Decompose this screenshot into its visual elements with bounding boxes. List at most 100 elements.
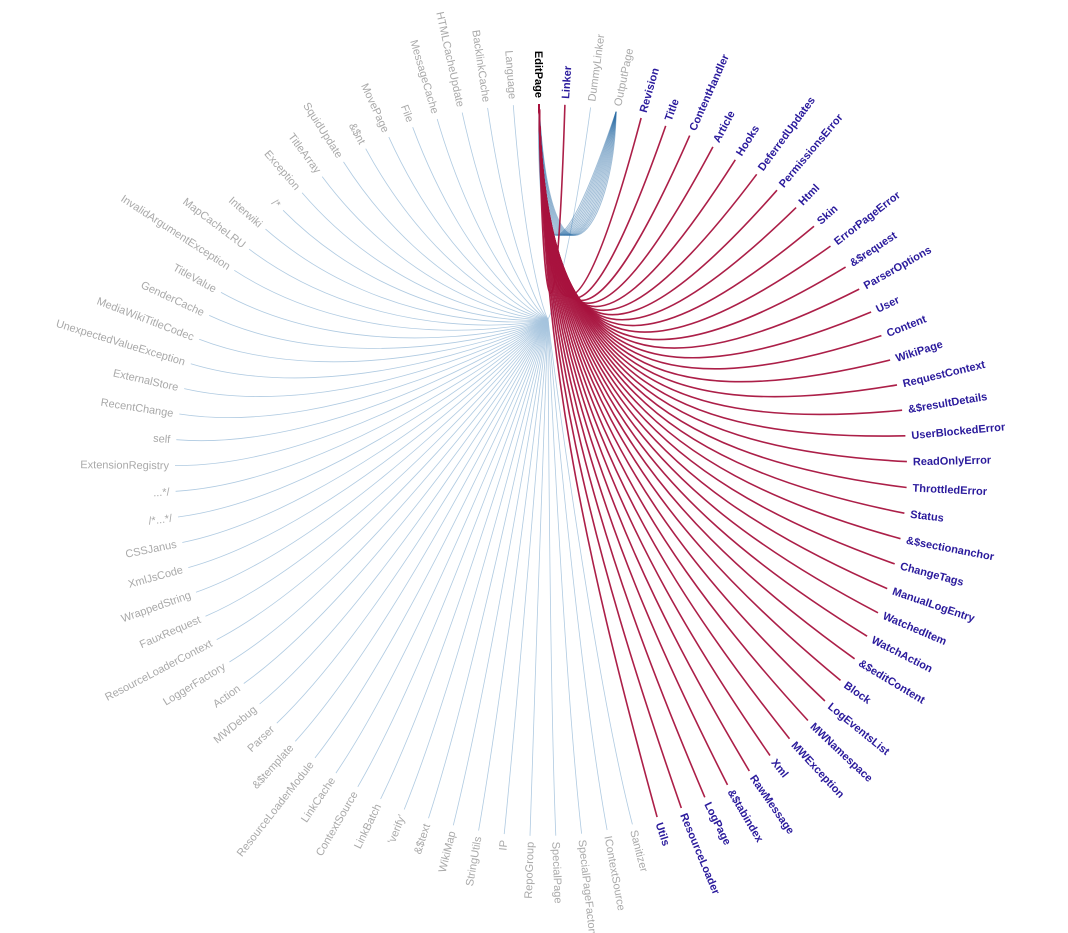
edge-outgoing-readonlyerror	[538, 103, 907, 463]
node-label-titlearray[interactable]: TitleArray	[285, 131, 323, 176]
node-label-action[interactable]: Action	[211, 683, 243, 711]
node-label-sanitizer[interactable]: Sanitizer	[627, 829, 649, 874]
node-label-recentchange[interactable]: RecentChange	[100, 397, 174, 420]
node-label-article[interactable]: Article	[711, 109, 738, 145]
edge-htmlcacheupdate	[461, 112, 549, 319]
node-label-specialpagefactory[interactable]: SpecialPageFactory	[575, 839, 598, 933]
node-label-exception[interactable]: Exception	[261, 148, 302, 192]
edge-symbol	[177, 317, 549, 518]
node-label-icontextsource[interactable]: IContextSource	[601, 835, 627, 912]
edge-wikimap	[452, 317, 549, 826]
node-label-htmlcacheupdate[interactable]: HTMLCacheUpdate	[433, 11, 466, 109]
node-label-userblockederror[interactable]: UserBlockedError	[911, 421, 1007, 442]
node-label-symbol[interactable]: /*...*/	[148, 513, 174, 528]
node-label-block[interactable]: Block	[841, 680, 873, 708]
node-label-file[interactable]: File	[398, 103, 415, 124]
node-label-title[interactable]: Title	[663, 97, 682, 122]
node-label-xmljscode[interactable]: XmlJsCode	[127, 564, 184, 591]
node-label-linkcache[interactable]: LinkCache	[299, 775, 338, 825]
node-label-user[interactable]: User	[874, 294, 902, 316]
node-label-readonlyerror[interactable]: ReadOnlyError	[913, 455, 992, 469]
node-label-throttlederror[interactable]: ThrottledError	[912, 483, 988, 499]
edge-linkcache	[335, 317, 549, 774]
node-label-linker[interactable]: Linker	[560, 65, 574, 99]
node-label-html[interactable]: Html	[797, 182, 823, 208]
edge-wrappedstring	[195, 317, 549, 593]
edge-specialpage	[547, 317, 557, 836]
edge-xmljscode	[188, 317, 549, 568]
node-label-messagecache[interactable]: MessageCache	[407, 39, 440, 116]
node-label-movepage[interactable]: MovePage	[358, 82, 391, 135]
node-label-skin[interactable]: Skin	[815, 203, 841, 228]
edge-resourceloadercontext	[216, 317, 549, 640]
node-label-editpage[interactable]: EditPage	[532, 51, 544, 98]
node-label-content[interactable]: Content	[885, 313, 928, 340]
node-label-wrappedstring[interactable]: WrappedString	[120, 589, 193, 625]
edge-incoming-outputpage	[538, 103, 617, 236]
node-label-wikipage[interactable]: WikiPage	[894, 339, 944, 365]
edge-contextsource	[357, 317, 549, 788]
node-label-xml[interactable]: Xml	[768, 757, 790, 780]
edge-loggerfactory	[229, 317, 549, 663]
edge-incoming-outputpage	[538, 103, 617, 236]
node-label-text[interactable]: &$text	[412, 822, 433, 855]
node-label-language[interactable]: Language	[502, 50, 518, 100]
edge-externalstore	[184, 317, 549, 397]
edge-extensionregistry	[174, 317, 549, 466]
node-label-parser[interactable]: Parser	[245, 723, 277, 754]
edge-ip	[503, 317, 549, 835]
node-label-verify[interactable]: 'verify'	[386, 813, 409, 846]
edge-symbol	[282, 210, 549, 321]
node-label-symbol[interactable]: ...*/	[153, 486, 171, 499]
node-label-sectionanchor[interactable]: &$sectionanchor	[905, 535, 996, 564]
node-label-linkbatch[interactable]: LinkBatch	[352, 802, 384, 851]
node-label-revision[interactable]: Revision	[638, 66, 662, 114]
node-label-resourceloadercontext[interactable]: ResourceLoaderContext	[103, 638, 214, 704]
node-label-dummylinker[interactable]: DummyLinker	[586, 33, 607, 102]
node-label-utils[interactable]: Utils	[653, 821, 672, 847]
node-label-extensionregistry[interactable]: ExtensionRegistry	[80, 459, 169, 472]
node-label-repogroup[interactable]: RepoGroup	[523, 842, 537, 899]
node-label-resultdetails[interactable]: &$resultDetails	[907, 391, 988, 416]
edge-exception	[301, 192, 549, 320]
edge-template	[295, 317, 549, 742]
edge-file	[412, 127, 549, 319]
edge-resourceloadermodule	[314, 317, 549, 759]
node-label-requestcontext[interactable]: RequestContext	[902, 359, 987, 390]
node-label-cssjanus[interactable]: CSSJanus	[124, 539, 178, 561]
node-label-backlinkcache[interactable]: BacklinkCache	[469, 29, 491, 103]
node-label-changetags[interactable]: ChangeTags	[899, 561, 965, 589]
edge-outgoing-editcontent	[538, 103, 856, 660]
node-label-wikimap[interactable]: WikiMap	[437, 830, 459, 874]
node-label-specialpage[interactable]: SpecialPage	[549, 841, 563, 903]
edge-mapcachelru	[248, 248, 549, 326]
node-label-outputpage[interactable]: OutputPage	[612, 47, 636, 107]
edge-language	[512, 105, 549, 319]
node-label-request[interactable]: &$request	[848, 230, 900, 270]
node-label-status[interactable]: Status	[910, 509, 945, 525]
node-label-titlevalue[interactable]: TitleValue	[171, 262, 219, 296]
edge-verify	[403, 317, 549, 810]
edge-symbol	[175, 317, 549, 492]
edge-outgoing-utils	[538, 103, 658, 818]
edge-incoming-outputpage	[538, 103, 617, 236]
edge-backlinkcache	[487, 107, 549, 319]
node-label-invalidargumentexception[interactable]: InvalidArgumentException	[118, 193, 232, 273]
node-label-hooks[interactable]: Hooks	[734, 123, 762, 158]
edge-icontextsource	[547, 317, 608, 831]
node-label-nt[interactable]: &$nt	[346, 121, 367, 147]
node-label-stringutils[interactable]: StringUtils	[464, 835, 484, 887]
edge-text	[428, 317, 549, 819]
node-label-self[interactable]: self	[153, 433, 172, 446]
edge-movepage	[388, 136, 549, 319]
node-label-interwiki[interactable]: Interwiki	[226, 195, 264, 231]
node-label-logpage[interactable]: LogPage	[701, 800, 733, 847]
node-label-ip[interactable]: IP	[497, 840, 510, 852]
edge-invalidargumentexception	[234, 269, 549, 331]
edge-interwiki	[265, 228, 549, 323]
edge-sanitizer	[547, 317, 633, 825]
edge-incoming-outputpage	[538, 103, 617, 236]
node-label-symbol[interactable]: /*	[269, 197, 283, 211]
node-label-externalstore[interactable]: ExternalStore	[112, 367, 180, 394]
edge-titlevalue	[220, 292, 549, 339]
